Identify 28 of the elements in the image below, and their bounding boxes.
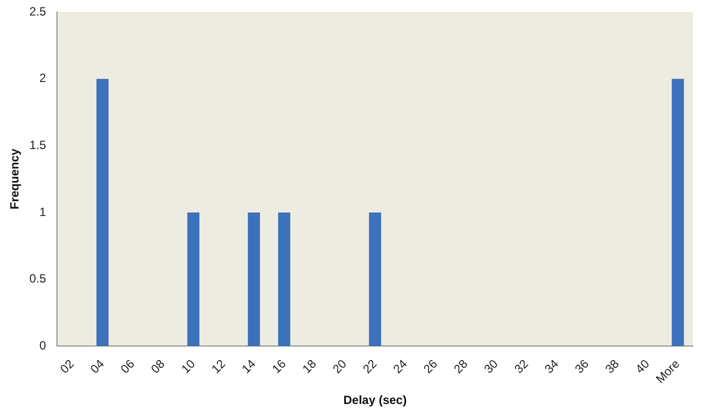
x-tick-label: 18 bbox=[300, 356, 320, 376]
y-tick-label: 2.5 bbox=[29, 4, 46, 18]
x-tick-label: 08 bbox=[148, 356, 168, 376]
x-tick-label: 16 bbox=[269, 356, 289, 376]
y-tick-label: 0 bbox=[39, 338, 46, 352]
x-tick-label: 12 bbox=[208, 356, 228, 376]
x-tick-label: 24 bbox=[390, 356, 410, 376]
x-tick-label: 30 bbox=[481, 356, 501, 376]
y-tick-label: 0.5 bbox=[29, 272, 46, 286]
x-tick-label: 04 bbox=[88, 356, 108, 376]
x-tick-label: 10 bbox=[178, 356, 198, 376]
x-tick-label: 14 bbox=[239, 356, 259, 376]
y-tick-label: 1 bbox=[39, 204, 46, 219]
x-tick-label: 26 bbox=[420, 356, 440, 376]
x-tick-label: 38 bbox=[602, 356, 622, 376]
x-tick-label: 28 bbox=[451, 356, 471, 376]
y-axis-title: Frequency bbox=[8, 148, 22, 210]
x-tick-label: 20 bbox=[330, 356, 350, 376]
y-tick-label: 2 bbox=[39, 71, 46, 86]
x-axis-title: Delay (sec) bbox=[343, 393, 407, 408]
x-tick-label: 06 bbox=[118, 356, 138, 376]
x-tick-label: 32 bbox=[512, 356, 532, 376]
x-tick-label: 40 bbox=[632, 356, 652, 376]
x-tick-label: 22 bbox=[360, 356, 380, 376]
x-tick-label: 36 bbox=[572, 356, 592, 376]
y-tick-label: 1.5 bbox=[29, 138, 46, 152]
x-tick-label: 02 bbox=[57, 356, 77, 376]
x-tick-label: 34 bbox=[542, 356, 562, 376]
